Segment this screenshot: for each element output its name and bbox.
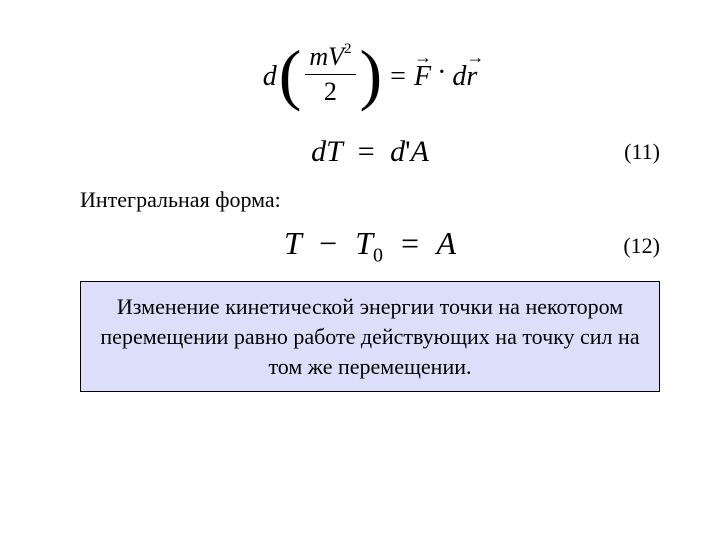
eq3-number: (12) xyxy=(623,233,660,259)
eq2-equals: = xyxy=(358,135,375,168)
theorem-text: Изменение кинетической энергии точки на … xyxy=(100,294,639,378)
eq1-numerator: mV2 xyxy=(305,42,355,75)
eq3-sub: 0 xyxy=(373,244,383,266)
eq2-number: (11) xyxy=(624,139,660,165)
eq1-dot: · xyxy=(437,57,446,89)
equation-3: T − T0 = A xyxy=(284,225,456,267)
eq3-minus: − xyxy=(319,225,337,261)
eq1-left-paren: ( xyxy=(279,44,302,105)
eq3-A: A xyxy=(436,225,456,261)
eq1-right-paren: ) xyxy=(360,44,383,105)
equation-1-row: d ( mV2 2 ) = → F · d → r xyxy=(80,44,660,109)
integral-form-label: Интегральная форма: xyxy=(80,187,660,213)
eq3-T1: T xyxy=(284,225,301,261)
theorem-box: Изменение кинетической энергии точки на … xyxy=(80,281,660,392)
eq1-m: m xyxy=(309,42,328,71)
equation-1: d ( mV2 2 ) = → F · d → r xyxy=(263,44,478,109)
eq3-equals: = xyxy=(401,225,419,261)
eq1-exp: 2 xyxy=(344,41,352,57)
eq2-dT: dT xyxy=(311,135,342,168)
eq1-d: d xyxy=(263,61,277,93)
equation-3-row: T − T0 = A (12) xyxy=(80,225,660,267)
eq2-d: d xyxy=(390,135,405,168)
eq1-d2: d xyxy=(452,61,466,93)
eq1-V: V xyxy=(328,42,344,71)
equation-2: dT = d'A xyxy=(311,135,429,169)
eq1-r-arrow: → xyxy=(466,47,477,68)
eq1-equals: = xyxy=(390,61,406,93)
eq3-T2: T xyxy=(355,225,373,261)
eq1-F-vector: → F xyxy=(414,61,431,93)
page-content: d ( mV2 2 ) = → F · d → r dT = xyxy=(0,0,720,422)
eq2-A: A xyxy=(411,135,429,168)
eq1-r-vector: → r xyxy=(466,61,477,93)
eq1-denominator: 2 xyxy=(324,75,337,107)
eq1-fraction: mV2 2 xyxy=(305,42,355,107)
equation-2-row: dT = d'A (11) xyxy=(80,135,660,169)
eq1-F-arrow: → xyxy=(414,47,431,68)
